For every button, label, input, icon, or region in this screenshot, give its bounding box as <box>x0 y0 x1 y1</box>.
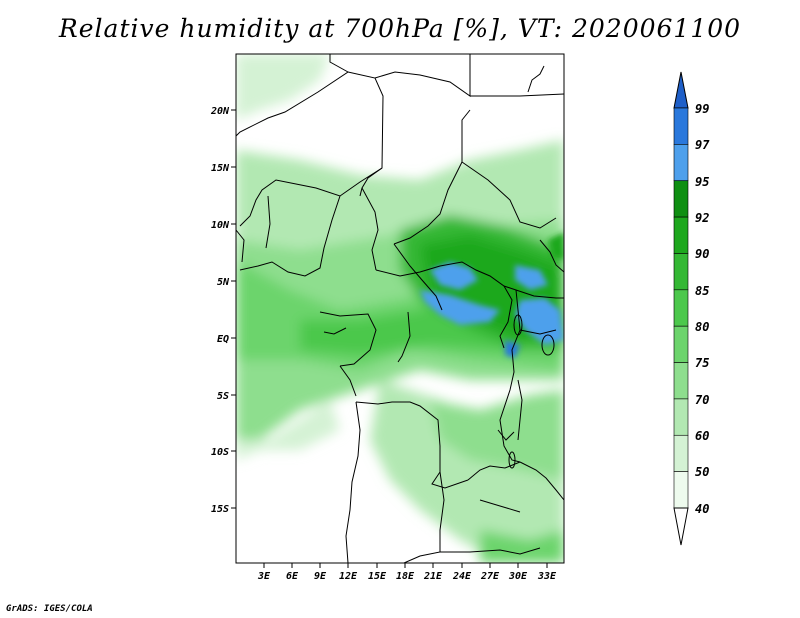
colorbar-label: 70 <box>695 393 709 407</box>
colorbar-segment <box>673 107 689 145</box>
colorbar-segment <box>673 180 689 218</box>
lon-tick: 12E <box>339 571 358 582</box>
lon-tick: 27E <box>480 571 500 582</box>
lon-tick: 18E <box>396 571 415 582</box>
colorbar-segments <box>673 107 689 509</box>
lon-tick: 9E <box>314 571 327 582</box>
colorbar-label: 80 <box>695 320 709 334</box>
colorbar-label: 92 <box>695 211 709 225</box>
lat-tick: 20N <box>210 106 230 117</box>
colorbar-segment <box>673 434 689 472</box>
lon-tick: 21E <box>423 571 443 582</box>
lon-tick: 33E <box>537 571 557 582</box>
colorbar-bottom-cap <box>673 507 689 546</box>
colorbar-top-cap <box>673 71 689 109</box>
colorbar-segment <box>673 362 689 400</box>
colorbar-label: 99 <box>695 102 709 116</box>
lon-tick: 24E <box>452 571 472 582</box>
colorbar-segment <box>673 253 689 291</box>
colorbar-label: 60 <box>695 429 709 443</box>
lat-axis: 20N 15N 10N 5N EQ 5S 10S 15S <box>210 106 236 515</box>
colorbar-label: 50 <box>695 465 709 479</box>
map-frame <box>235 53 565 564</box>
colorbar-segment <box>673 289 689 327</box>
lon-axis: 3E 6E 9E 12E 15E 18E 21E 24E 27E 30E 33E <box>257 563 557 582</box>
lakes <box>508 314 555 469</box>
lat-tick: 15S <box>211 504 229 515</box>
grads-credit: GrADS: IGES/COLA <box>6 604 93 614</box>
lat-tick: EQ <box>217 334 229 345</box>
lon-tick: 3E <box>257 571 271 582</box>
colorbar-label: 85 <box>695 284 709 298</box>
colorbar-label: 75 <box>695 356 709 370</box>
lat-tick: 5S <box>217 391 229 402</box>
colorbar-label: 90 <box>695 247 709 261</box>
colorbar: 99 97 95 92 90 85 80 75 70 60 50 40 <box>673 71 710 546</box>
colorbar-segment <box>673 398 689 436</box>
humidity-field <box>236 54 564 563</box>
colorbar-segment <box>673 216 689 254</box>
colorbar-label: 40 <box>695 502 709 516</box>
colorbar-label: 97 <box>695 138 710 152</box>
lat-tick: 5N <box>217 277 230 288</box>
lon-tick: 15E <box>368 571 387 582</box>
lat-tick: 15N <box>211 163 230 174</box>
lat-tick: 10S <box>211 447 229 458</box>
lat-tick: 10N <box>211 220 230 231</box>
colorbar-segment <box>673 144 689 182</box>
lon-tick: 30E <box>508 571 528 582</box>
lon-tick: 6E <box>286 571 299 582</box>
colorbar-segment <box>673 471 689 509</box>
colorbar-segment <box>673 325 689 363</box>
map-title: Relative humidity at 700hPa [%], VT: 202… <box>58 14 742 43</box>
colorbar-label: 95 <box>695 175 709 189</box>
